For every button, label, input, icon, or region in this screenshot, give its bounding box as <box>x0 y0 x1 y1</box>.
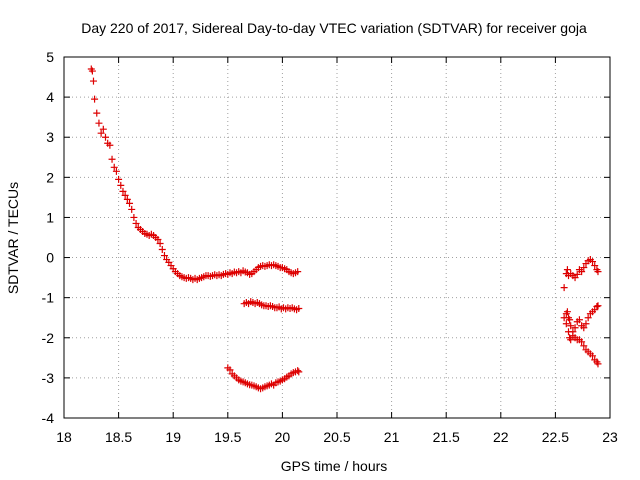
x-tick-label: 20 <box>275 429 291 445</box>
data-point <box>593 302 601 310</box>
x-tick-label: 21 <box>384 429 400 445</box>
series-track-1 <box>87 65 302 284</box>
data-point <box>158 246 166 254</box>
series-track-5 <box>560 302 602 336</box>
data-point <box>589 258 597 266</box>
x-tick-label: 23 <box>602 429 618 445</box>
data-point <box>119 187 127 195</box>
x-axis-label: GPS time / hours <box>281 458 388 474</box>
data-point <box>594 302 602 310</box>
data-point <box>562 320 570 328</box>
data-point <box>591 262 599 270</box>
x-axis-ticks: 18 18.5 19 19.5 20 20.5 21 21.5 22 22.5 23 <box>56 57 618 445</box>
data-point <box>121 191 129 199</box>
data-point <box>573 270 581 278</box>
data-point <box>99 125 107 133</box>
data-point <box>130 213 138 221</box>
data-point <box>112 167 120 175</box>
data-point <box>101 133 109 141</box>
y-tick-label: 0 <box>46 250 54 266</box>
series-track-4 <box>560 256 602 292</box>
series-track-3 <box>224 364 303 393</box>
data-point <box>156 240 164 248</box>
data-point <box>563 308 571 316</box>
x-tick-label: 22.5 <box>542 429 569 445</box>
x-tick-label: 22 <box>493 429 509 445</box>
data-point <box>154 236 162 244</box>
data-points <box>87 65 602 393</box>
data-point <box>110 163 118 171</box>
x-tick-label: 18.5 <box>105 429 132 445</box>
data-point <box>126 199 134 207</box>
y-tick-label: 1 <box>46 209 54 225</box>
y-tick-label: 3 <box>46 129 54 145</box>
chart-title: Day 220 of 2017, Sidereal Day-to-day VTE… <box>81 20 587 36</box>
data-point <box>97 129 105 137</box>
data-point <box>115 175 123 183</box>
data-point <box>117 181 125 189</box>
data-point <box>578 268 586 276</box>
y-axis-label: SDTVAR / TECUs <box>5 182 21 294</box>
y-tick-label: -4 <box>42 410 55 426</box>
data-point <box>565 328 573 336</box>
data-point <box>123 195 131 203</box>
data-point <box>294 268 302 276</box>
data-point <box>567 336 575 344</box>
data-point <box>295 304 303 312</box>
series-track-6 <box>562 320 602 368</box>
data-point <box>132 219 140 227</box>
data-point <box>580 324 588 332</box>
x-tick-label: 19 <box>165 429 181 445</box>
y-tick-label: -1 <box>42 290 55 306</box>
data-point <box>563 266 571 274</box>
y-tick-label: 2 <box>46 169 54 185</box>
y-tick-label: 4 <box>46 89 54 105</box>
x-tick-label: 19.5 <box>214 429 241 445</box>
series-track-2 <box>240 298 303 314</box>
data-point <box>589 352 597 360</box>
data-point <box>106 141 114 149</box>
y-tick-label: -2 <box>42 330 55 346</box>
data-point <box>294 367 302 375</box>
data-point <box>93 109 101 117</box>
data-point <box>88 67 96 75</box>
y-tick-label: 5 <box>46 49 54 65</box>
data-point <box>575 316 583 324</box>
data-point <box>571 324 579 332</box>
x-tick-label: 21.5 <box>433 429 460 445</box>
data-point <box>594 360 602 368</box>
data-point <box>95 119 103 127</box>
data-point <box>89 77 97 85</box>
data-point <box>128 205 136 213</box>
data-point <box>160 252 168 260</box>
y-axis-ticks: -4 -3 -2 -1 0 1 2 3 4 5 <box>42 49 610 426</box>
y-tick-label: -3 <box>42 370 55 386</box>
data-point <box>567 322 575 330</box>
data-point <box>594 268 602 276</box>
grid-lines <box>64 57 610 418</box>
data-point <box>584 314 592 322</box>
data-point <box>226 366 234 374</box>
x-tick-label: 20.5 <box>323 429 350 445</box>
data-point <box>560 284 568 292</box>
data-point <box>578 338 586 346</box>
data-point <box>582 320 590 328</box>
data-point <box>580 342 588 350</box>
data-point <box>295 368 303 376</box>
data-point <box>566 316 574 324</box>
data-point <box>108 155 116 163</box>
data-point <box>580 264 588 272</box>
data-point <box>91 95 99 103</box>
x-tick-label: 18 <box>56 429 72 445</box>
